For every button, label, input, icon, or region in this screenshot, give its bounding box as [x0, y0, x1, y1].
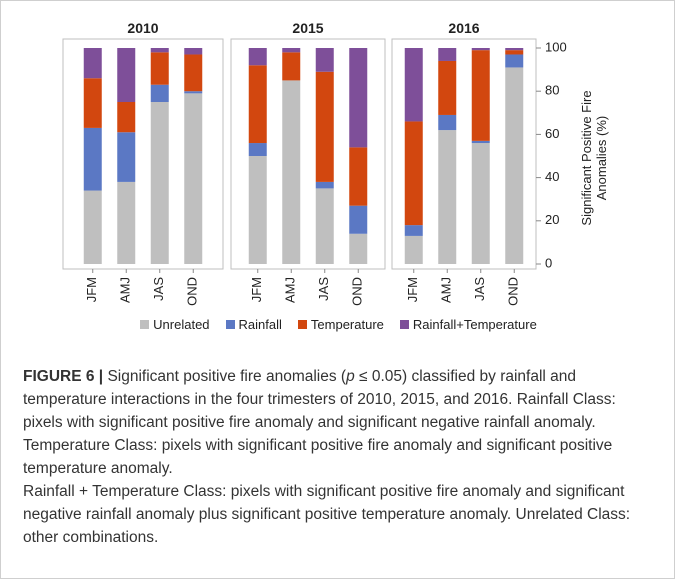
bar-segment	[404, 235, 423, 264]
bar-segment	[349, 205, 368, 234]
bar-segment	[83, 78, 102, 128]
x-tick-label: OND	[506, 277, 521, 306]
bar-segment	[505, 50, 524, 55]
bar-segment	[150, 84, 169, 102]
caption: FIGURE 6 | Significant positive fire ano…	[23, 365, 643, 549]
panel-frame	[391, 38, 537, 270]
caption-paragraph: FIGURE 6 | Significant positive fire ano…	[23, 365, 643, 480]
caption-paragraph: Rainfall + Temperature Class: pixels wit…	[23, 483, 631, 546]
legend-item: Rainfall	[225, 317, 282, 332]
bar-segment	[150, 52, 169, 85]
legend-swatch	[399, 320, 409, 329]
legend: Unrelated Rainfall Temperature Rainfall+Tem…	[1, 317, 674, 332]
bar-segment	[248, 48, 267, 66]
bar-segment	[404, 48, 423, 122]
bar-segment	[248, 156, 267, 264]
bar-segment	[184, 54, 203, 92]
caption-label: FIGURE 6 |	[23, 368, 104, 385]
x-tick-label: AMJ	[283, 277, 298, 303]
bar-segment	[349, 147, 368, 206]
y-tick-label: 40	[545, 169, 559, 184]
bar-segment	[83, 127, 102, 191]
caption-text: Significant positive fire anomalies (	[103, 368, 347, 385]
legend-swatch	[225, 320, 235, 329]
caption-italic: p	[346, 368, 355, 385]
bar-segment	[505, 54, 524, 68]
bar-segment	[404, 225, 423, 236]
bar-segment	[117, 102, 136, 133]
legend-label: Rainfall	[238, 317, 282, 332]
y-axis-label: Significant Positive Fire Anomalies (%)	[579, 90, 609, 226]
x-tick-label: OND	[185, 277, 200, 306]
bar-segment	[282, 80, 301, 265]
panel-title: 2015	[292, 20, 323, 36]
caption-text: ≤ 0.05) classified by rainfall and tempe…	[23, 368, 616, 477]
chart: 2010 JFM AMJ JAS OND 2015 JFM AMJ JAS OND 2016 JFM A…	[62, 20, 567, 306]
bar-segment	[505, 48, 524, 51]
bar-segment	[404, 121, 423, 226]
bar-segment	[83, 48, 102, 79]
bar-segment	[438, 60, 457, 115]
x-tick-label: AMJ	[439, 277, 454, 303]
bar-segment	[471, 50, 490, 141]
panel-frame	[62, 38, 224, 270]
x-tick-label: JFM	[84, 277, 99, 302]
legend-swatch	[297, 320, 307, 329]
bar-segment	[184, 91, 203, 94]
y-tick-label: 0	[545, 255, 552, 270]
bar-segment	[150, 48, 169, 53]
y-tick-label: 100	[545, 39, 567, 54]
x-tick-label: JAS	[472, 277, 487, 301]
y-tick-label: 20	[545, 212, 559, 227]
bar-segment	[150, 102, 169, 264]
bar-segment	[471, 143, 490, 264]
bar-segment	[438, 114, 457, 131]
bar-segment	[248, 65, 267, 144]
bar-segment	[315, 188, 334, 264]
panel-title: 2016	[448, 20, 479, 36]
bar-segment	[505, 67, 524, 264]
bar-segment	[471, 48, 490, 51]
legend-swatch	[140, 320, 150, 329]
legend-item: Temperature	[297, 317, 384, 332]
bar-segment	[117, 132, 136, 182]
bar-segment	[315, 71, 334, 182]
legend-item: Rainfall+Temperature	[399, 317, 537, 332]
x-tick-label: JFM	[249, 277, 264, 302]
bar-segment	[282, 52, 301, 81]
bar-segment	[315, 48, 334, 72]
bar-segment	[282, 48, 301, 53]
bar-segment	[184, 48, 203, 55]
legend-label: Unrelated	[153, 317, 210, 332]
y-tick-label: 60	[545, 126, 559, 141]
bar-segment	[349, 48, 368, 148]
bar-segment	[471, 140, 490, 144]
bar-segment	[117, 181, 136, 264]
bar-segment	[438, 48, 457, 61]
y-tick-label: 80	[545, 83, 559, 98]
legend-label: Temperature	[310, 317, 384, 332]
bar-segment	[83, 190, 102, 264]
bar-segment	[248, 143, 267, 156]
x-tick-label: AMJ	[118, 277, 133, 303]
legend-label: Rainfall+Temperature	[412, 317, 537, 332]
legend-item: Unrelated	[140, 317, 210, 332]
bar-segment	[349, 233, 368, 264]
x-tick-label: JAS	[316, 277, 331, 301]
x-tick-label: JFM	[405, 277, 420, 302]
panel-title: 2010	[127, 20, 158, 36]
panel-frame	[230, 38, 386, 270]
bar-segment	[438, 130, 457, 264]
x-tick-label: OND	[350, 277, 365, 306]
x-tick-label: JAS	[151, 277, 166, 301]
bar-segment	[184, 93, 203, 264]
bar-segment	[117, 48, 136, 102]
bar-segment	[315, 181, 334, 189]
